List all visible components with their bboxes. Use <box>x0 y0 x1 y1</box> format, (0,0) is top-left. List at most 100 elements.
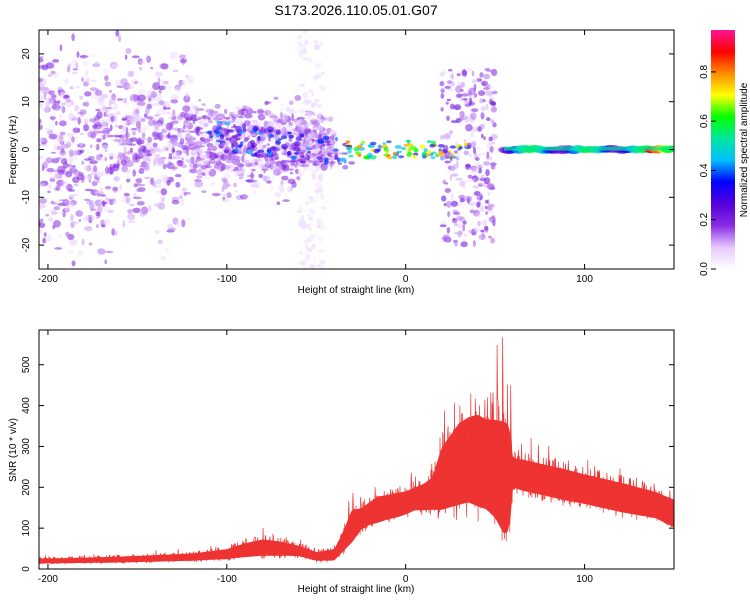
spectral-point <box>39 89 43 95</box>
spectral-point <box>297 34 303 39</box>
spectral-point <box>182 187 188 192</box>
spectral-point <box>443 203 447 207</box>
spectral-point <box>345 144 353 148</box>
spectral-point <box>98 97 105 102</box>
spectral-point <box>102 142 108 149</box>
spectral-point <box>456 73 461 77</box>
spectral-point <box>39 204 46 208</box>
spectral-point <box>52 59 60 63</box>
spectral-point <box>89 160 98 165</box>
spectral-point <box>475 208 483 212</box>
spectral-point <box>234 166 239 170</box>
spectral-point <box>423 148 428 153</box>
spectral-point <box>181 135 184 140</box>
spectral-point <box>448 68 453 72</box>
spectral-point <box>451 164 459 169</box>
spectral-point <box>101 119 109 125</box>
spectral-point <box>470 166 477 174</box>
spectral-point <box>114 116 117 125</box>
spectral-point <box>104 75 109 82</box>
spectral-point <box>83 124 90 132</box>
spectral-point <box>337 162 343 165</box>
spectral-point <box>468 202 477 207</box>
spectral-point <box>473 146 476 155</box>
spectral-point <box>445 101 449 105</box>
spectral-point <box>345 140 351 144</box>
spectral-point <box>316 72 323 79</box>
spectral-point <box>47 190 51 194</box>
spectral-point <box>123 192 130 197</box>
spectral-point <box>197 158 201 164</box>
y-tick-label: 100 <box>21 519 32 536</box>
spectral-point <box>105 153 114 156</box>
spectral-point <box>280 107 285 110</box>
spectral-point <box>198 120 203 125</box>
spectral-point <box>298 46 303 53</box>
spectral-point <box>252 157 262 163</box>
y-tick-label: -10 <box>21 190 32 205</box>
spectral-point <box>185 134 191 139</box>
spectral-point <box>312 120 321 127</box>
spectral-point <box>40 55 44 59</box>
spectral-point <box>39 198 47 204</box>
spectral-point <box>484 205 488 210</box>
spectral-point <box>66 133 74 136</box>
spectral-point <box>323 149 332 153</box>
spectral-point <box>345 147 353 151</box>
spectral-point <box>62 199 70 207</box>
y-tick-label: 0 <box>21 566 32 572</box>
spectral-point <box>113 138 121 142</box>
spectral-point <box>141 132 146 138</box>
spectral-point <box>50 70 56 75</box>
spectral-point <box>480 112 485 120</box>
spectral-point <box>107 209 114 214</box>
spectral-point <box>474 212 482 217</box>
spectral-point <box>308 165 314 170</box>
spectral-point <box>306 155 311 161</box>
spectral-point <box>208 168 217 177</box>
spectral-point <box>236 118 240 125</box>
spectral-point <box>115 30 120 37</box>
spectral-point <box>476 201 481 208</box>
spectral-point <box>50 151 57 154</box>
spectral-point <box>382 142 386 145</box>
spectral-point <box>237 163 244 168</box>
spectral-point <box>80 174 85 183</box>
spectral-point <box>164 83 172 92</box>
spectral-point <box>201 131 208 134</box>
spectral-point <box>284 142 290 148</box>
spectral-point <box>189 168 197 174</box>
spectral-point <box>232 111 237 116</box>
spectral-point <box>155 178 162 185</box>
spectral-point <box>239 131 244 135</box>
spectral-point <box>300 214 304 221</box>
spectral-point <box>137 106 142 110</box>
spectral-point <box>61 105 66 114</box>
spectral-point <box>61 158 68 165</box>
spectral-point <box>302 91 308 99</box>
spectral-point <box>128 116 136 123</box>
spectral-point <box>296 180 302 184</box>
spectral-point <box>303 239 308 244</box>
spectral-point <box>259 128 266 134</box>
spectral-point <box>261 152 268 158</box>
spectral-point <box>101 156 105 163</box>
spectral-point <box>144 176 151 179</box>
spectral-point <box>348 154 354 158</box>
spectral-point <box>238 176 244 180</box>
spectral-point <box>474 157 480 161</box>
spectral-point <box>71 165 76 168</box>
spectral-point <box>114 230 118 236</box>
spectral-point <box>138 168 145 174</box>
spectral-point <box>490 162 497 167</box>
spectral-point <box>124 132 130 138</box>
spectral-point <box>312 76 318 81</box>
spectral-point <box>439 72 446 77</box>
spectral-point <box>308 57 313 64</box>
spectral-point <box>81 238 85 246</box>
spectral-point <box>58 89 62 96</box>
spectral-point <box>79 95 84 100</box>
spectral-point <box>299 48 303 55</box>
spectral-point <box>160 195 166 200</box>
